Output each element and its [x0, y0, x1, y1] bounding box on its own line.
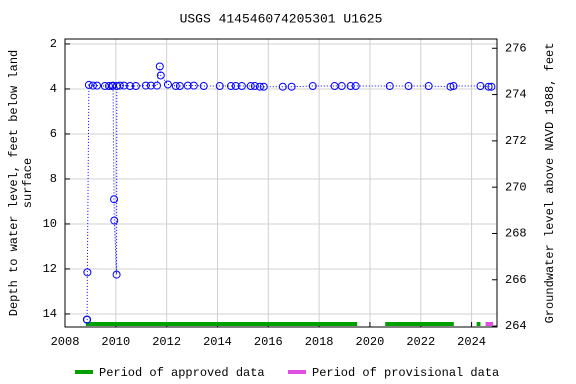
period-bar [385, 322, 454, 326]
chart-title: USGS 414546074205301 U1625 [180, 11, 383, 26]
data-point [183, 81, 192, 90]
y-tick-label: 4 [50, 82, 57, 96]
y-tick-label: 2 [50, 37, 57, 51]
data-point [189, 81, 198, 90]
y-tick-label: 12 [43, 262, 57, 276]
y2-tick-label: 270 [505, 180, 527, 194]
data-point [110, 216, 119, 225]
y-tick-label: 14 [43, 307, 57, 321]
legend-label: Period of provisional data [312, 366, 499, 380]
data-point [259, 82, 268, 91]
data-point [246, 82, 255, 91]
data-point [131, 82, 140, 91]
data-point [110, 195, 119, 204]
y2-tick-label: 268 [505, 227, 527, 241]
data-point [424, 82, 433, 91]
data-point [156, 71, 165, 80]
x-tick-label: 2018 [305, 335, 334, 349]
x-tick-label: 2012 [152, 335, 181, 349]
data-point [119, 81, 128, 90]
data-point [112, 270, 121, 279]
y2-tick-label: 266 [505, 273, 527, 287]
y-tick-label: 6 [50, 127, 57, 141]
data-point [155, 62, 164, 71]
data-point [237, 82, 246, 91]
legend-label: Period of approved data [99, 366, 265, 380]
y-tick-label: 8 [50, 172, 57, 186]
data-point [476, 82, 485, 91]
data-point [163, 80, 172, 89]
data-point [115, 81, 124, 90]
period-bar [476, 322, 481, 326]
data-point [215, 82, 224, 91]
data-point [449, 82, 458, 91]
data-point [446, 82, 455, 91]
y2-tick-label: 274 [505, 88, 527, 102]
data-point [351, 82, 360, 91]
data-point [287, 82, 296, 91]
data-point [84, 80, 93, 89]
data-point [231, 82, 240, 91]
y-axis-label: Depth to water level, feet below landsur… [7, 50, 35, 316]
data-point [126, 82, 135, 91]
x-tick-label: 2020 [356, 335, 385, 349]
x-tick-label: 2014 [203, 335, 232, 349]
period-bar [485, 322, 494, 326]
x-tick-label: 2008 [51, 335, 80, 349]
plot-frame [64, 38, 498, 328]
y2-axis-label: Groundwater level above NAVD 1988, feet [543, 43, 557, 324]
data-point [199, 82, 208, 91]
data-line [86, 66, 492, 321]
data-point [337, 82, 346, 91]
data-point [385, 82, 394, 91]
data-point [93, 81, 102, 90]
y2-tick-label: 272 [505, 134, 527, 148]
y-axis-label-line: surface [21, 158, 35, 208]
data-point [152, 81, 161, 90]
data-point [346, 82, 355, 91]
data-point [484, 82, 493, 91]
data-point [308, 82, 317, 91]
x-tick-label: 2024 [457, 335, 486, 349]
data-point [226, 82, 235, 91]
data-point [171, 82, 180, 91]
y-tick-label: 10 [43, 217, 57, 231]
data-point [278, 82, 287, 91]
data-point [404, 82, 413, 91]
data-point [487, 82, 496, 91]
data-point [175, 82, 184, 91]
y2-tick-label: 276 [505, 41, 527, 55]
data-point [141, 81, 150, 90]
y-axis-label-line: Depth to water level, feet below land [7, 50, 21, 316]
data-point [255, 82, 264, 91]
x-tick-label: 2016 [254, 335, 283, 349]
data-point [83, 315, 92, 324]
data-point [146, 81, 155, 90]
y2-tick-label: 264 [505, 319, 527, 333]
data-point [250, 82, 259, 91]
x-tick-label: 2010 [101, 335, 130, 349]
data-point [104, 82, 113, 91]
data-point [83, 268, 92, 277]
period-bar [85, 322, 358, 326]
data-point [88, 81, 97, 90]
x-tick-label: 2022 [406, 335, 435, 349]
